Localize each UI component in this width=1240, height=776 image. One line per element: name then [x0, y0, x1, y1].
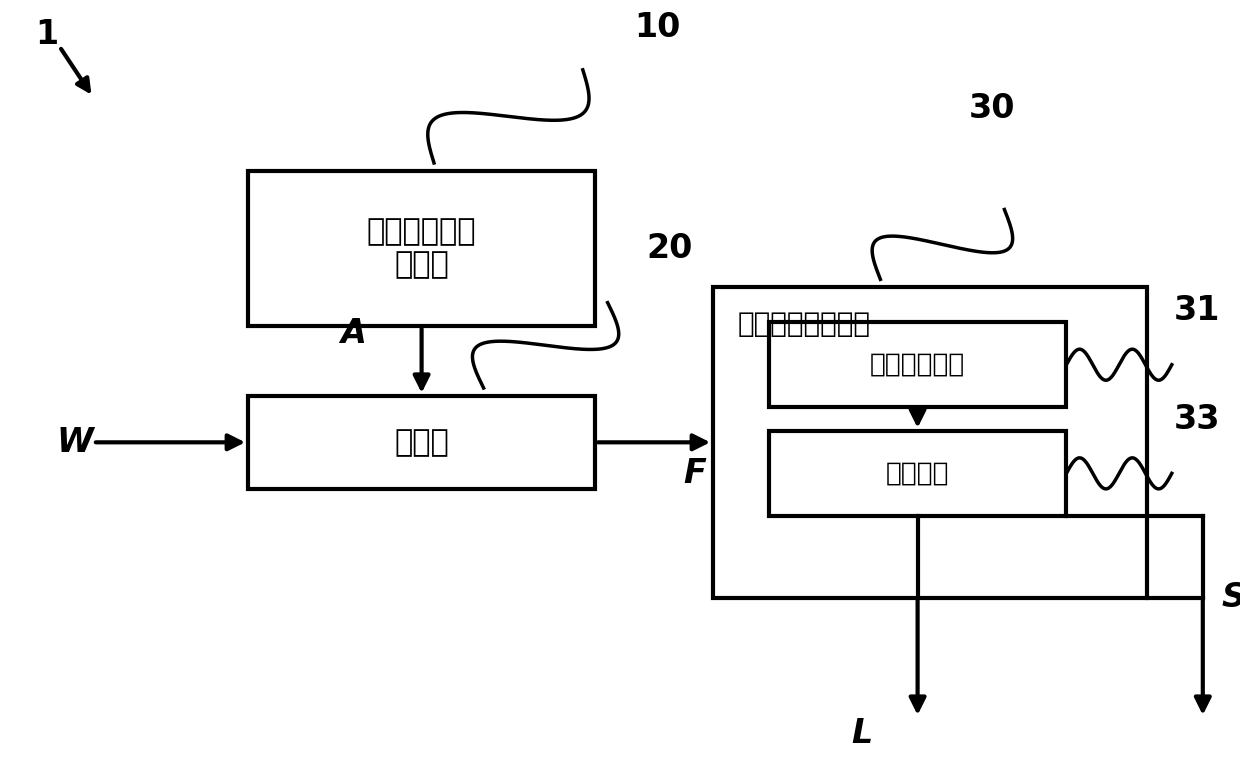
Text: 压力式淤泥脱水机: 压力式淤泥脱水机	[738, 310, 870, 338]
Text: W: W	[56, 426, 93, 459]
Text: S: S	[1221, 581, 1240, 614]
Text: 31: 31	[1173, 294, 1220, 327]
Text: L: L	[851, 717, 873, 750]
Bar	[248, 396, 595, 489]
Bar	[713, 287, 1147, 598]
Text: F: F	[683, 457, 706, 490]
Text: 过滤单元: 过滤单元	[885, 460, 950, 487]
Text: 10: 10	[634, 11, 681, 43]
Text: 调理槽: 调理槽	[394, 428, 449, 457]
Bar	[248, 171, 595, 326]
Bar	[769, 322, 1066, 407]
Text: A: A	[341, 317, 366, 350]
Text: 20: 20	[646, 232, 693, 265]
Text: 压力施加单元: 压力施加单元	[870, 352, 965, 378]
Text: 33: 33	[1173, 403, 1220, 435]
Bar	[769, 431, 1066, 516]
Text: 30: 30	[968, 92, 1016, 125]
Text: 1: 1	[36, 19, 58, 51]
Text: 淤泥调理药剂
储存槽: 淤泥调理药剂 储存槽	[367, 217, 476, 279]
